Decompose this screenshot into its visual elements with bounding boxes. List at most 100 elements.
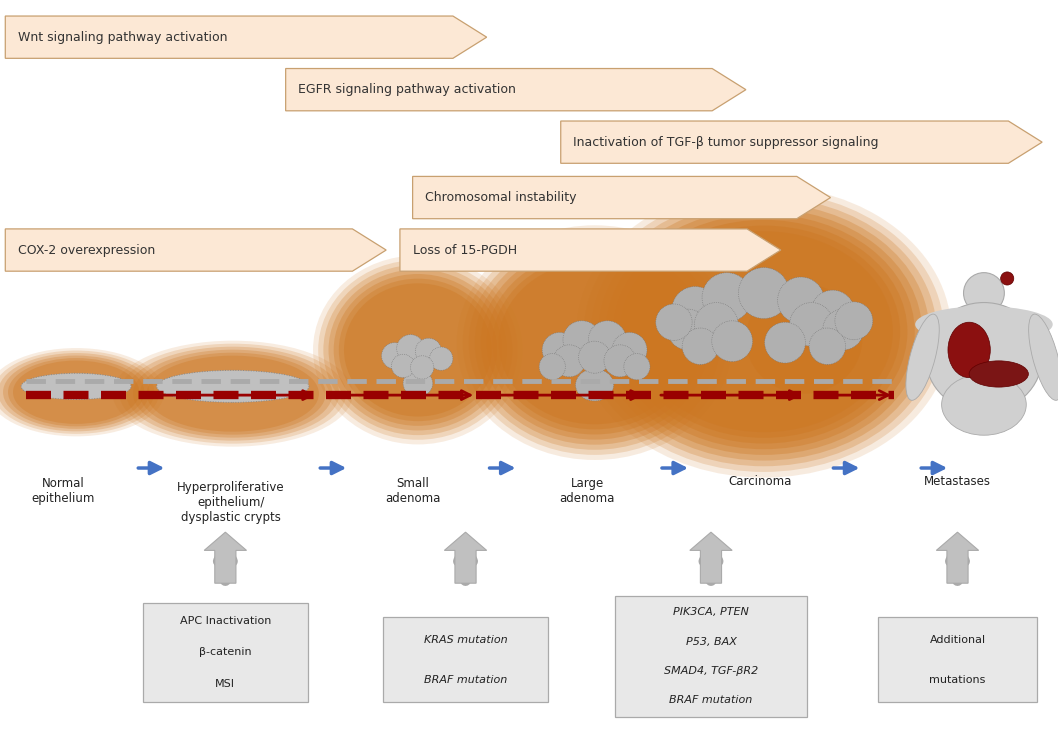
Text: BRAF mutation: BRAF mutation — [670, 695, 752, 705]
Text: BRAF mutation: BRAF mutation — [424, 675, 507, 685]
Ellipse shape — [765, 322, 805, 363]
Ellipse shape — [318, 260, 517, 440]
Ellipse shape — [604, 345, 636, 377]
FancyBboxPatch shape — [878, 617, 1038, 702]
Ellipse shape — [823, 309, 863, 350]
Polygon shape — [413, 176, 831, 219]
Ellipse shape — [553, 345, 585, 377]
Ellipse shape — [624, 354, 650, 380]
Ellipse shape — [540, 354, 565, 380]
Ellipse shape — [0, 351, 160, 434]
Ellipse shape — [324, 265, 512, 435]
Ellipse shape — [3, 356, 149, 429]
Text: APC Inactivation: APC Inactivation — [180, 616, 271, 626]
Polygon shape — [400, 229, 781, 271]
Ellipse shape — [333, 274, 503, 426]
Ellipse shape — [577, 186, 951, 477]
Ellipse shape — [810, 290, 855, 334]
Ellipse shape — [1028, 314, 1058, 400]
FancyBboxPatch shape — [383, 617, 548, 702]
Text: COX-2 overexpression: COX-2 overexpression — [18, 243, 156, 257]
Ellipse shape — [313, 255, 523, 445]
Ellipse shape — [13, 361, 140, 424]
Ellipse shape — [487, 251, 703, 434]
Polygon shape — [286, 69, 746, 111]
Polygon shape — [561, 121, 1042, 163]
Ellipse shape — [738, 268, 789, 319]
Ellipse shape — [682, 328, 718, 364]
Text: Wnt signaling pathway activation: Wnt signaling pathway activation — [18, 31, 227, 44]
Ellipse shape — [948, 322, 990, 378]
Ellipse shape — [576, 369, 614, 401]
Ellipse shape — [0, 348, 164, 437]
Text: Chromosomal instability: Chromosomal instability — [425, 191, 577, 204]
Ellipse shape — [344, 284, 492, 416]
Ellipse shape — [0, 353, 154, 432]
Ellipse shape — [563, 321, 601, 359]
Text: β-catenin: β-catenin — [199, 647, 252, 658]
Ellipse shape — [588, 321, 626, 359]
Text: P53, BAX: P53, BAX — [686, 636, 736, 647]
Ellipse shape — [672, 286, 718, 333]
Ellipse shape — [973, 306, 995, 324]
Text: mutations: mutations — [929, 675, 986, 685]
Ellipse shape — [746, 284, 862, 394]
Ellipse shape — [469, 235, 720, 450]
Polygon shape — [444, 532, 487, 583]
Ellipse shape — [835, 302, 873, 340]
Polygon shape — [5, 16, 487, 58]
Ellipse shape — [133, 350, 332, 437]
Ellipse shape — [712, 321, 752, 362]
Ellipse shape — [21, 373, 131, 399]
Ellipse shape — [157, 370, 309, 402]
FancyBboxPatch shape — [143, 603, 308, 702]
Text: Carcinoma: Carcinoma — [728, 475, 791, 488]
Ellipse shape — [906, 314, 940, 400]
Ellipse shape — [964, 273, 1004, 313]
Ellipse shape — [457, 225, 732, 460]
Ellipse shape — [969, 361, 1028, 387]
Text: PIK3CA, PTEN: PIK3CA, PTEN — [673, 607, 749, 617]
Ellipse shape — [328, 269, 508, 430]
Text: Additional: Additional — [929, 635, 986, 644]
Ellipse shape — [391, 354, 415, 378]
Ellipse shape — [926, 303, 1042, 412]
Polygon shape — [204, 532, 247, 583]
Ellipse shape — [612, 332, 647, 367]
Ellipse shape — [789, 303, 834, 346]
Polygon shape — [690, 532, 732, 583]
Ellipse shape — [542, 332, 578, 367]
Text: SMAD4, TGF-βR2: SMAD4, TGF-βR2 — [663, 666, 759, 676]
Ellipse shape — [942, 374, 1026, 435]
Ellipse shape — [8, 358, 144, 426]
Text: Large
adenoma: Large adenoma — [560, 477, 615, 505]
Ellipse shape — [613, 214, 915, 449]
Ellipse shape — [112, 340, 353, 447]
Ellipse shape — [493, 256, 696, 429]
Text: Metastases: Metastases — [924, 475, 991, 488]
Ellipse shape — [703, 273, 751, 322]
Polygon shape — [936, 532, 979, 583]
Ellipse shape — [462, 230, 727, 455]
Ellipse shape — [778, 277, 824, 324]
Ellipse shape — [403, 370, 433, 397]
Ellipse shape — [147, 356, 318, 432]
Text: Inactivation of TGF-β tumor suppressor signaling: Inactivation of TGF-β tumor suppressor s… — [573, 136, 879, 149]
Ellipse shape — [480, 246, 709, 440]
Ellipse shape — [584, 192, 944, 472]
Text: KRAS mutation: KRAS mutation — [423, 635, 508, 644]
Ellipse shape — [411, 356, 434, 379]
Ellipse shape — [809, 328, 845, 364]
Ellipse shape — [475, 241, 714, 445]
Text: Small
adenoma: Small adenoma — [385, 477, 440, 505]
Ellipse shape — [397, 335, 424, 362]
Ellipse shape — [656, 304, 692, 340]
Polygon shape — [5, 229, 386, 271]
Text: Normal
epithelium: Normal epithelium — [32, 477, 95, 505]
Ellipse shape — [1001, 272, 1014, 285]
Ellipse shape — [605, 208, 923, 455]
Ellipse shape — [140, 353, 326, 434]
Ellipse shape — [579, 341, 610, 373]
Ellipse shape — [591, 197, 936, 467]
Ellipse shape — [430, 347, 453, 370]
